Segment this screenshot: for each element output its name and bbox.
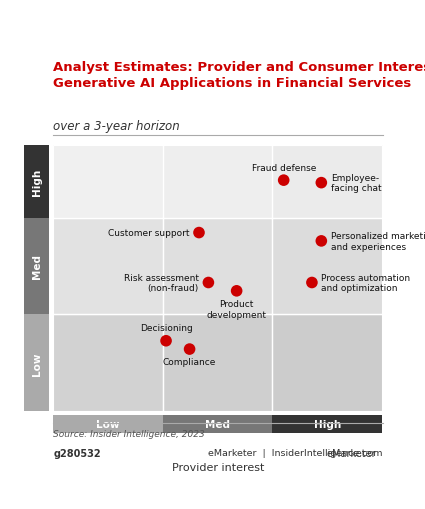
Text: Source: Insider Intelligence, 2023: Source: Insider Intelligence, 2023: [53, 430, 205, 438]
Text: g280532: g280532: [53, 448, 101, 458]
Point: [205, 279, 212, 287]
Text: Decisioning: Decisioning: [140, 324, 193, 333]
Text: Risk assessment
(non-fraud): Risk assessment (non-fraud): [124, 273, 199, 293]
Point: [163, 337, 170, 345]
Text: Low: Low: [96, 419, 120, 429]
Point: [280, 177, 287, 185]
Text: Personalized marketing
and experiences: Personalized marketing and experiences: [331, 232, 425, 251]
Bar: [163, 218, 272, 315]
Bar: [272, 146, 382, 218]
Point: [196, 229, 202, 237]
Text: Product
development: Product development: [207, 300, 266, 319]
Text: Customer support: Customer support: [108, 229, 190, 238]
Text: Provider interest: Provider interest: [172, 462, 264, 472]
Text: Compliance: Compliance: [163, 358, 216, 366]
Bar: [163, 315, 272, 412]
Bar: [53, 146, 163, 218]
Bar: [53, 218, 163, 315]
Text: Analyst Estimates: Provider and Consumer Interest in
Generative AI Applications : Analyst Estimates: Provider and Consumer…: [53, 61, 425, 90]
Text: Low: Low: [31, 351, 42, 375]
Text: eMarketer: eMarketer: [326, 448, 376, 458]
Point: [186, 345, 193, 353]
Point: [318, 237, 325, 245]
Bar: [24, 146, 49, 218]
Point: [309, 279, 315, 287]
Bar: [163, 415, 272, 433]
Bar: [272, 315, 382, 412]
Text: Employee-
facing chat: Employee- facing chat: [331, 174, 381, 193]
Point: [233, 287, 240, 295]
Text: Med: Med: [205, 419, 230, 429]
Text: Fraud defense: Fraud defense: [252, 163, 316, 173]
Point: [318, 179, 325, 187]
Text: over a 3-year horizon: over a 3-year horizon: [53, 120, 180, 132]
Bar: [163, 146, 272, 218]
Bar: [272, 218, 382, 315]
Text: Process automation
and optimization: Process automation and optimization: [321, 273, 411, 293]
Text: eMarketer  |  InsiderIntelligence.com: eMarketer | InsiderIntelligence.com: [208, 448, 382, 457]
Text: Med: Med: [31, 254, 42, 279]
Bar: [272, 415, 382, 433]
Bar: [53, 415, 163, 433]
Bar: [53, 315, 163, 412]
Bar: [24, 315, 49, 412]
Text: High: High: [314, 419, 341, 429]
Bar: [24, 218, 49, 315]
Text: High: High: [31, 168, 42, 195]
